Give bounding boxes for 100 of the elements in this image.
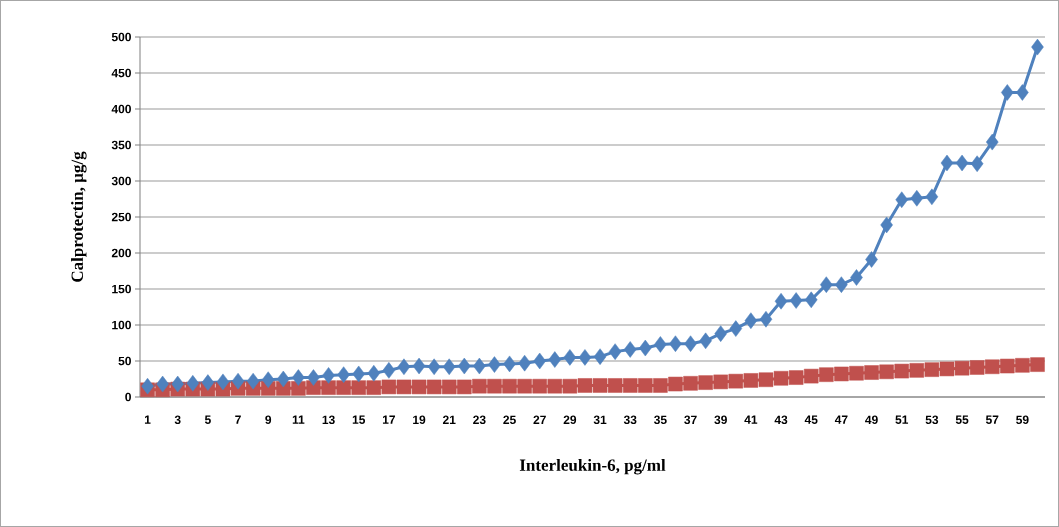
x-tick-label: 25 — [503, 415, 516, 425]
point — [548, 351, 562, 368]
point — [352, 365, 365, 383]
point — [758, 372, 774, 387]
x-tick-label: 37 — [684, 415, 697, 425]
point — [396, 379, 412, 395]
x-tick-label: 53 — [925, 415, 939, 425]
y-tick-label: 350 — [111, 140, 131, 150]
point — [186, 375, 200, 392]
point — [668, 376, 683, 392]
point — [879, 364, 894, 380]
point — [367, 364, 381, 382]
point — [156, 375, 169, 393]
y-tick-label: 50 — [118, 356, 131, 366]
point — [246, 372, 260, 390]
point — [669, 335, 682, 352]
point — [488, 356, 501, 373]
x-tick-label: 43 — [774, 415, 788, 425]
point — [141, 377, 154, 395]
point — [865, 251, 878, 268]
y-tick-label: 0 — [125, 392, 131, 402]
x-tick-label: 17 — [382, 415, 396, 424]
y-tick-label: 200 — [111, 248, 131, 258]
x-tick-label: 39 — [714, 415, 727, 425]
point — [698, 375, 713, 390]
point — [729, 320, 743, 337]
point — [366, 380, 382, 395]
point — [849, 365, 864, 381]
point — [473, 357, 486, 375]
x-tick-label: 11 — [292, 415, 305, 424]
point — [639, 339, 652, 357]
point — [744, 312, 758, 329]
x-tick-label: 35 — [653, 415, 667, 425]
point — [895, 191, 908, 208]
point — [623, 341, 637, 358]
point — [1016, 84, 1029, 101]
x-tick-label: 59 — [1016, 415, 1029, 425]
y-tick-label: 150 — [112, 284, 131, 294]
x-axis-title: Interleukin-6, pg/ml — [519, 458, 666, 475]
point — [804, 291, 818, 309]
point — [880, 216, 893, 234]
point — [442, 358, 456, 376]
point — [441, 379, 457, 395]
x-tick-label: 27 — [533, 415, 546, 424]
point — [1000, 358, 1015, 374]
x-tick-label: 7 — [235, 415, 241, 424]
x-tick-label: 45 — [804, 415, 818, 424]
point — [426, 379, 442, 395]
point — [322, 367, 335, 384]
x-tick-label: 47 — [834, 415, 848, 424]
point — [397, 358, 411, 376]
point — [592, 378, 608, 393]
point — [277, 370, 290, 388]
point — [819, 367, 834, 382]
point — [292, 369, 305, 386]
x-tick-label: 41 — [744, 415, 758, 424]
point — [985, 133, 999, 151]
x-tick-label: 5 — [204, 415, 211, 424]
x-tick-label: 1 — [144, 415, 151, 424]
y-tick-label: 300 — [111, 176, 131, 186]
point — [517, 378, 532, 394]
point — [532, 378, 547, 394]
point — [910, 190, 924, 207]
point — [638, 378, 653, 393]
point — [472, 378, 487, 394]
x-tick-label: 19 — [413, 415, 426, 425]
x-tick-label: 57 — [985, 415, 999, 424]
point — [939, 361, 955, 377]
x-tick-label: 21 — [442, 415, 456, 424]
point — [337, 366, 350, 383]
point — [759, 310, 773, 328]
x-tick-label: 13 — [322, 415, 335, 425]
point — [336, 380, 351, 395]
point — [909, 363, 925, 378]
point — [547, 378, 563, 394]
x-tick-label: 23 — [473, 415, 486, 425]
point — [1015, 358, 1030, 373]
point — [503, 355, 516, 373]
point — [578, 349, 592, 366]
point — [788, 370, 804, 385]
point — [518, 354, 531, 372]
point — [231, 372, 245, 390]
point — [427, 358, 441, 376]
x-tick-label: 29 — [563, 415, 577, 425]
point — [954, 360, 970, 376]
point — [216, 373, 230, 391]
point — [850, 269, 863, 286]
point — [563, 349, 577, 366]
point — [1001, 84, 1014, 101]
point — [622, 378, 638, 393]
point — [774, 292, 788, 310]
point — [969, 360, 985, 375]
x-tick-label: 3 — [174, 415, 181, 425]
y-tick-label: 100 — [112, 320, 131, 330]
point — [562, 378, 578, 394]
x-tick-label: 51 — [895, 415, 909, 424]
point — [773, 371, 789, 386]
point — [789, 292, 803, 309]
point — [1031, 38, 1044, 56]
point — [820, 276, 833, 293]
